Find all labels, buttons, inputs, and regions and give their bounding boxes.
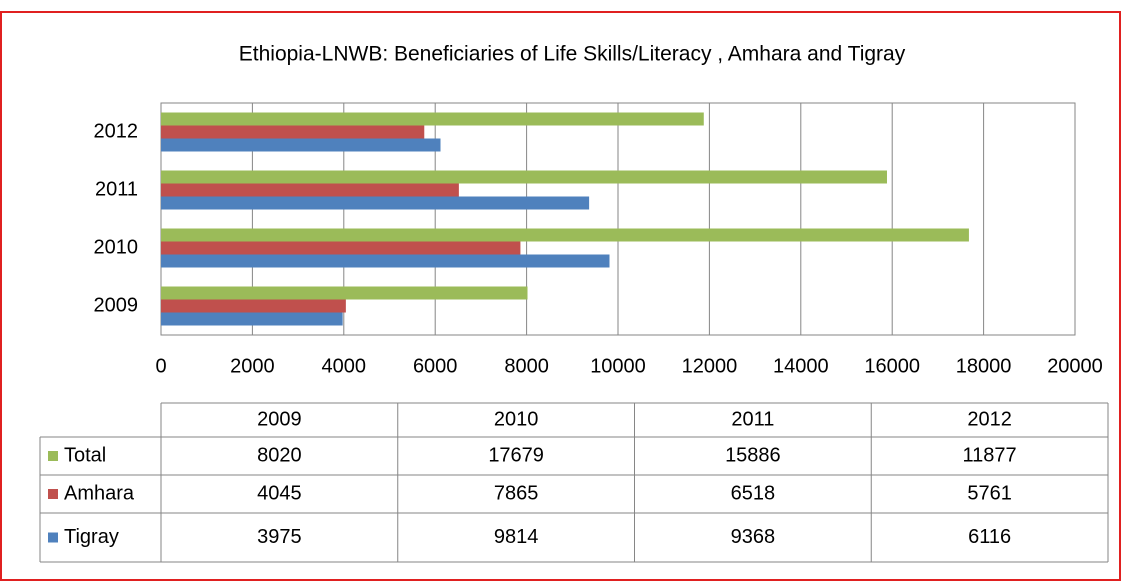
y-tick-label: 2009 — [94, 294, 139, 316]
table-cell: 15886 — [725, 444, 781, 466]
bar — [161, 241, 521, 255]
table-cell: 6518 — [731, 482, 776, 504]
bar — [161, 112, 704, 126]
x-tick-label: 10000 — [590, 355, 646, 377]
table-header: 2009 — [257, 408, 302, 430]
table-cell: 8020 — [257, 444, 302, 466]
x-tick-label: 4000 — [322, 355, 367, 377]
legend-label: Total — [64, 444, 106, 466]
bar — [161, 183, 459, 197]
table-cell: 7865 — [494, 482, 539, 504]
table-cell: 9368 — [731, 526, 776, 548]
table-cell: 3975 — [257, 526, 302, 548]
table-header: 2012 — [967, 408, 1012, 430]
bar — [161, 312, 343, 326]
legend-label: Amhara — [64, 482, 135, 504]
x-tick-label: 12000 — [682, 355, 738, 377]
table-cell: 17679 — [488, 444, 544, 466]
bar — [161, 228, 969, 242]
legend-key — [48, 532, 58, 543]
x-tick-label: 0 — [155, 355, 166, 377]
table-header: 2010 — [494, 408, 539, 430]
x-tick-label: 18000 — [956, 355, 1012, 377]
table-cell: 4045 — [257, 482, 302, 504]
y-tick-label: 2010 — [94, 236, 139, 258]
legend-label: Tigray — [64, 526, 119, 548]
table-cell: 11877 — [963, 444, 1017, 466]
x-tick-label: 6000 — [413, 355, 458, 377]
legend-key — [48, 451, 58, 461]
bar — [161, 170, 887, 184]
table-cell: 5761 — [967, 482, 1012, 504]
bar — [161, 286, 528, 300]
table-cell: 6116 — [968, 526, 1011, 548]
bar — [161, 138, 441, 152]
bar — [161, 196, 590, 210]
chart-title: Ethiopia-LNWB: Beneficiaries of Life Ski… — [239, 43, 906, 66]
y-tick-label: 2011 — [95, 178, 138, 200]
legend-key — [48, 489, 58, 499]
bar — [161, 254, 610, 268]
x-tick-label: 16000 — [864, 355, 920, 377]
plot-border — [160, 102, 1076, 336]
bar — [161, 125, 425, 139]
x-tick-label: 8000 — [504, 355, 549, 377]
table-cell: 9814 — [494, 526, 539, 548]
x-tick-label: 2000 — [230, 355, 275, 377]
x-tick-label: 20000 — [1047, 355, 1103, 377]
bar — [161, 299, 346, 313]
y-tick-label: 2012 — [94, 120, 139, 142]
x-tick-label: 14000 — [773, 355, 829, 377]
table-header: 2011 — [731, 408, 774, 430]
